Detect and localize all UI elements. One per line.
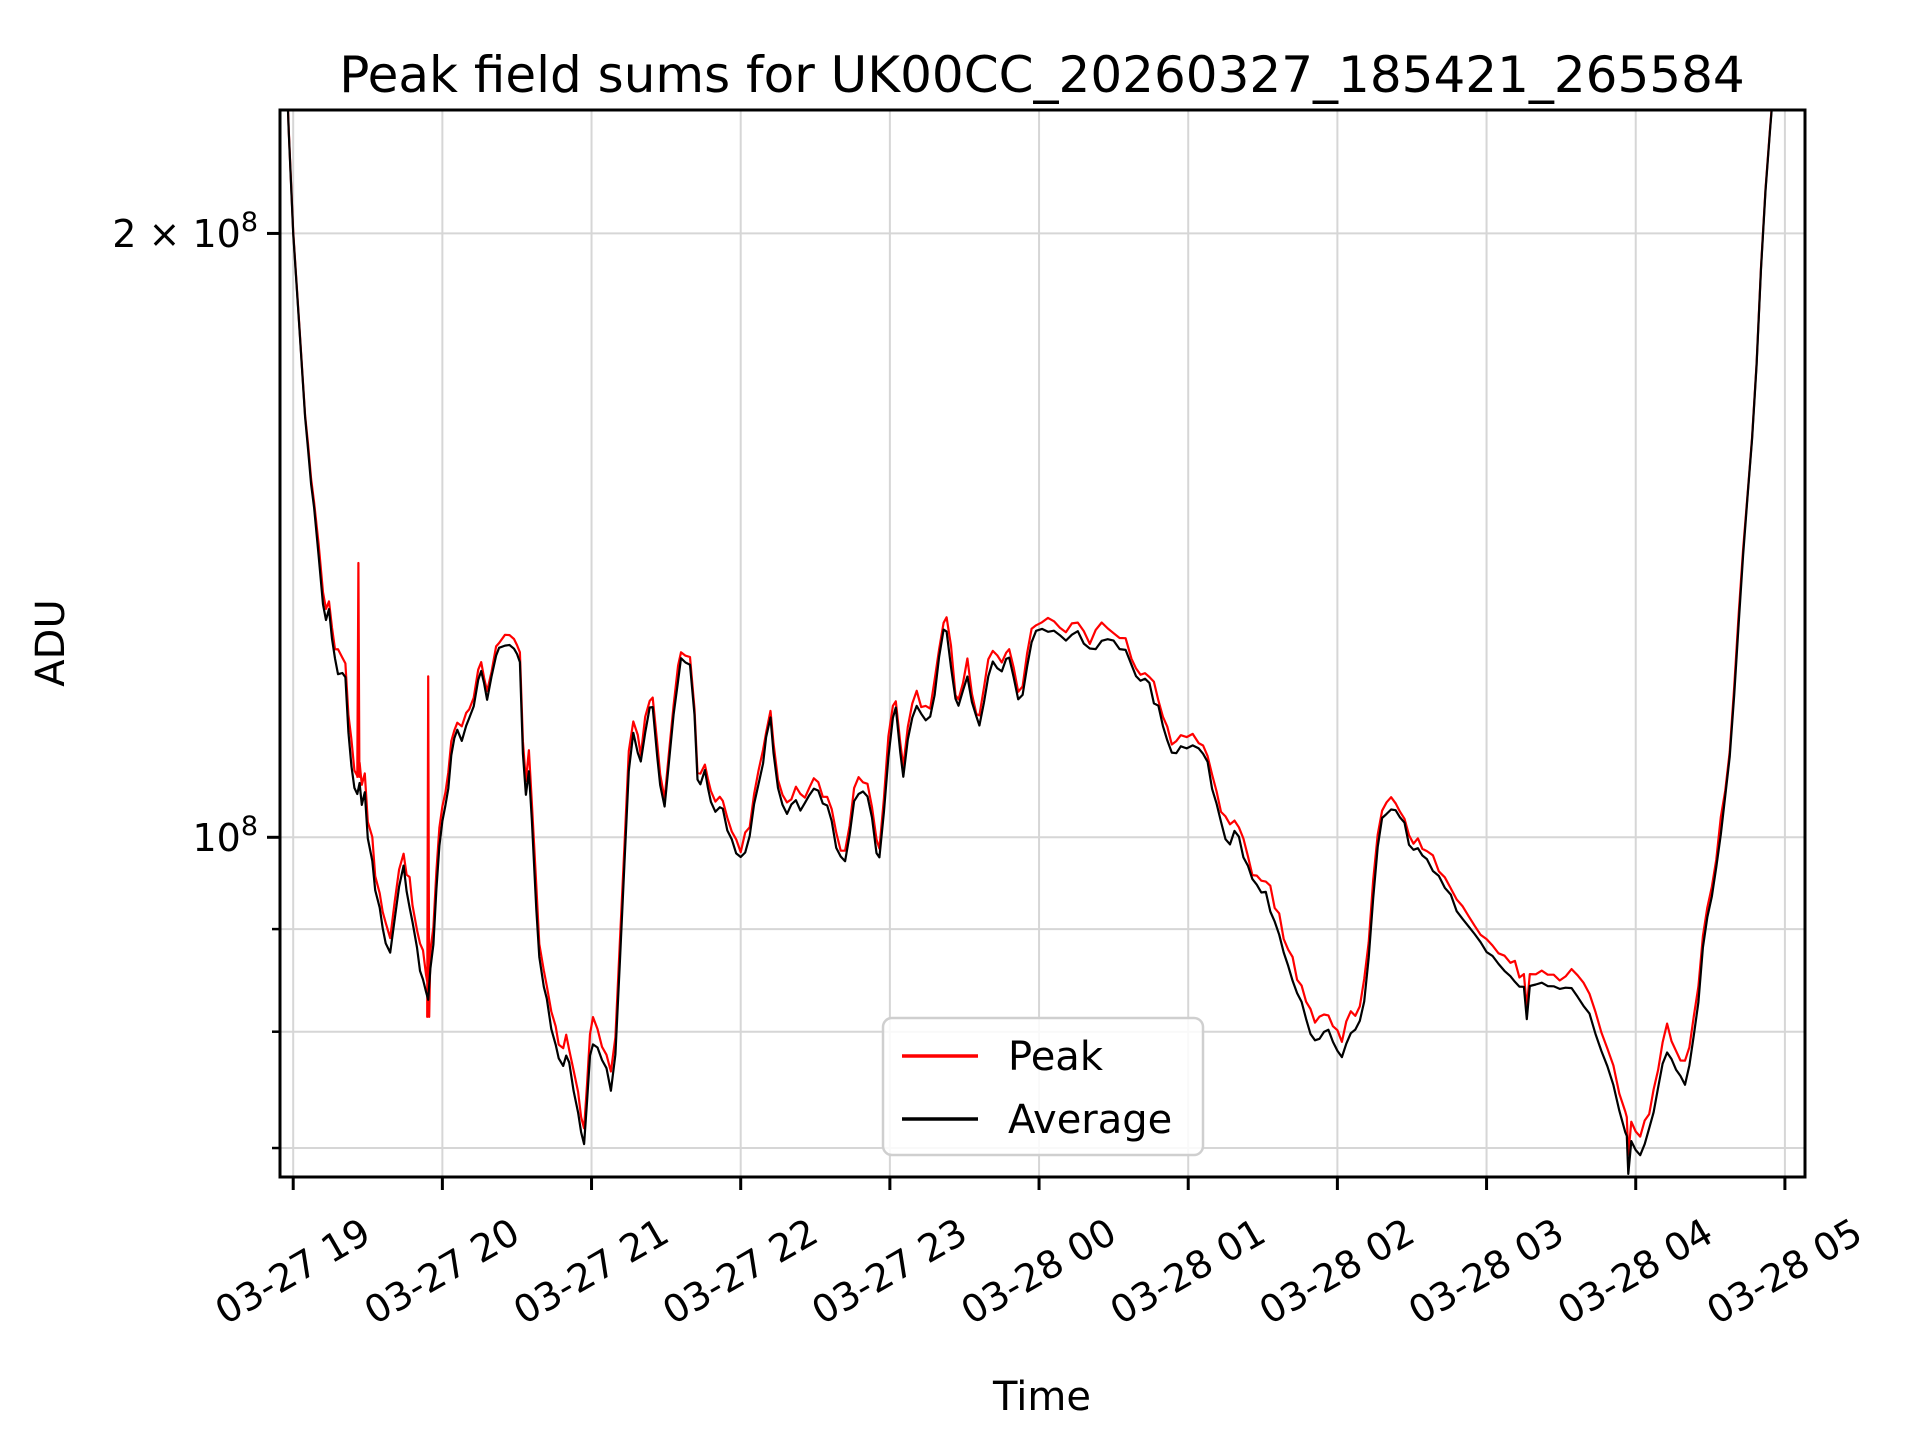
x-tick-label: 03-28 02 [1252, 1210, 1422, 1334]
series-average [286, 110, 1773, 1175]
axis-ticks [267, 231, 1787, 1190]
plot-border [278, 108, 1807, 1179]
x-tick-label: 03-28 03 [1401, 1210, 1571, 1334]
legend-average-label: Average [1008, 1097, 1172, 1143]
x-tick-label: 03-28 00 [954, 1210, 1124, 1334]
x-axis-label: Time [992, 1374, 1091, 1420]
x-tick-label: 03-27 19 [208, 1210, 378, 1334]
x-tick-label: 03-27 22 [655, 1210, 825, 1334]
x-tick-label: 03-28 04 [1550, 1210, 1720, 1334]
y-tick-label-2e8: 2 × 108 [112, 207, 258, 256]
x-tick-label: 03-27 23 [804, 1210, 974, 1334]
legend: Peak Average [881, 1016, 1205, 1157]
data-series [286, 110, 1773, 1175]
x-tick-label: 03-27 20 [357, 1210, 527, 1334]
legend-peak-label: Peak [1008, 1034, 1104, 1080]
y-tick-label-1e8: 108 [192, 811, 258, 860]
x-tick-label: 03-28 05 [1699, 1210, 1869, 1334]
series-peak [286, 110, 1773, 1156]
y-axis-label: ADU [28, 599, 74, 686]
gridlines [280, 110, 1805, 1177]
chart-title: Peak field sums for UK00CC_20260327_1854… [339, 46, 1745, 104]
x-tick-label: 03-27 21 [506, 1210, 676, 1334]
x-tick-label: 03-28 01 [1103, 1210, 1273, 1334]
